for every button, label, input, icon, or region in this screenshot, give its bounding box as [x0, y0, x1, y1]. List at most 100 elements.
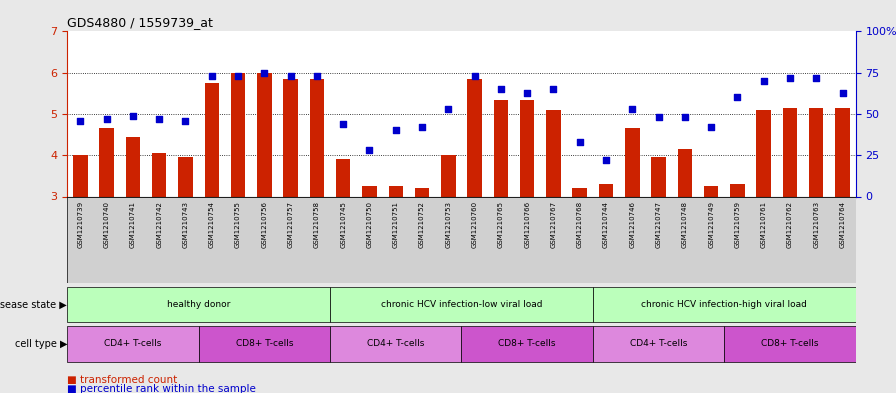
Text: GSM1210757: GSM1210757: [288, 201, 294, 248]
Bar: [835, 108, 849, 196]
Text: GSM1210741: GSM1210741: [130, 201, 136, 248]
Text: GSM1210743: GSM1210743: [183, 201, 188, 248]
Bar: [520, 99, 534, 196]
Point: [547, 86, 561, 92]
Text: GSM1210761: GSM1210761: [761, 201, 767, 248]
Point: [178, 118, 193, 124]
Text: GSM1210742: GSM1210742: [156, 201, 162, 248]
Text: GSM1210739: GSM1210739: [77, 201, 83, 248]
Bar: [756, 110, 771, 196]
FancyBboxPatch shape: [67, 326, 199, 362]
Bar: [468, 79, 482, 196]
Point: [677, 114, 692, 120]
Point: [756, 78, 771, 84]
Text: GSM1210765: GSM1210765: [498, 201, 504, 248]
Point: [520, 89, 534, 95]
Point: [99, 116, 114, 122]
Bar: [204, 83, 219, 196]
Point: [73, 118, 88, 124]
Bar: [99, 129, 114, 196]
Bar: [573, 188, 587, 196]
Point: [835, 89, 849, 95]
Bar: [257, 73, 271, 196]
Text: GSM1210744: GSM1210744: [603, 201, 609, 248]
Bar: [415, 188, 429, 196]
Point: [204, 73, 219, 79]
Text: GSM1210758: GSM1210758: [314, 201, 320, 248]
Point: [441, 106, 455, 112]
Text: CD4+ T-cells: CD4+ T-cells: [367, 340, 425, 348]
Text: chronic HCV infection-low viral load: chronic HCV infection-low viral load: [381, 300, 542, 309]
Point: [468, 73, 482, 79]
Point: [809, 75, 823, 81]
Text: GDS4880 / 1559739_at: GDS4880 / 1559739_at: [67, 16, 213, 29]
Bar: [730, 184, 745, 196]
Text: GSM1210766: GSM1210766: [524, 201, 530, 248]
Text: GSM1210749: GSM1210749: [708, 201, 714, 248]
Bar: [651, 157, 666, 196]
Point: [336, 121, 350, 127]
Point: [783, 75, 797, 81]
Bar: [599, 184, 613, 196]
Bar: [704, 186, 719, 196]
Text: GSM1210760: GSM1210760: [471, 201, 478, 248]
Point: [310, 73, 324, 79]
Bar: [231, 73, 246, 196]
Point: [730, 94, 745, 101]
FancyBboxPatch shape: [593, 287, 856, 322]
FancyBboxPatch shape: [67, 196, 856, 283]
Text: GSM1210751: GSM1210751: [392, 201, 399, 248]
Text: CD4+ T-cells: CD4+ T-cells: [104, 340, 161, 348]
Text: ■ percentile rank within the sample: ■ percentile rank within the sample: [67, 384, 256, 393]
Point: [125, 112, 140, 119]
Point: [152, 116, 167, 122]
Bar: [152, 153, 167, 196]
Point: [573, 139, 587, 145]
Text: chronic HCV infection-high viral load: chronic HCV infection-high viral load: [642, 300, 807, 309]
Text: GSM1210746: GSM1210746: [629, 201, 635, 248]
Bar: [441, 155, 455, 196]
Bar: [677, 149, 692, 196]
Text: GSM1210740: GSM1210740: [104, 201, 109, 248]
Bar: [494, 99, 508, 196]
Bar: [783, 108, 797, 196]
Text: GSM1210755: GSM1210755: [235, 201, 241, 248]
Text: CD8+ T-cells: CD8+ T-cells: [762, 340, 819, 348]
Text: CD8+ T-cells: CD8+ T-cells: [498, 340, 556, 348]
Point: [283, 73, 297, 79]
Text: GSM1210754: GSM1210754: [209, 201, 215, 248]
FancyBboxPatch shape: [724, 326, 856, 362]
Point: [257, 70, 271, 76]
Point: [651, 114, 666, 120]
Bar: [73, 155, 88, 196]
Point: [704, 124, 719, 130]
Bar: [125, 137, 140, 196]
Text: GSM1210752: GSM1210752: [419, 201, 425, 248]
FancyBboxPatch shape: [330, 326, 461, 362]
FancyBboxPatch shape: [67, 287, 330, 322]
Point: [231, 73, 246, 79]
Point: [415, 124, 429, 130]
Bar: [310, 79, 324, 196]
FancyBboxPatch shape: [199, 326, 330, 362]
FancyBboxPatch shape: [593, 326, 724, 362]
Text: GSM1210767: GSM1210767: [550, 201, 556, 248]
Text: GSM1210748: GSM1210748: [682, 201, 688, 248]
Text: GSM1210756: GSM1210756: [262, 201, 267, 248]
Text: CD4+ T-cells: CD4+ T-cells: [630, 340, 687, 348]
Bar: [389, 186, 403, 196]
Bar: [625, 129, 640, 196]
FancyBboxPatch shape: [461, 326, 593, 362]
Bar: [336, 160, 350, 196]
Text: disease state ▶: disease state ▶: [0, 299, 67, 310]
Text: GSM1210747: GSM1210747: [656, 201, 661, 248]
Text: CD8+ T-cells: CD8+ T-cells: [236, 340, 293, 348]
Point: [599, 157, 613, 163]
Bar: [362, 186, 376, 196]
Text: GSM1210759: GSM1210759: [735, 201, 740, 248]
Text: GSM1210753: GSM1210753: [445, 201, 452, 248]
Bar: [809, 108, 823, 196]
Bar: [283, 79, 297, 196]
Text: GSM1210745: GSM1210745: [340, 201, 346, 248]
Text: cell type ▶: cell type ▶: [14, 339, 67, 349]
